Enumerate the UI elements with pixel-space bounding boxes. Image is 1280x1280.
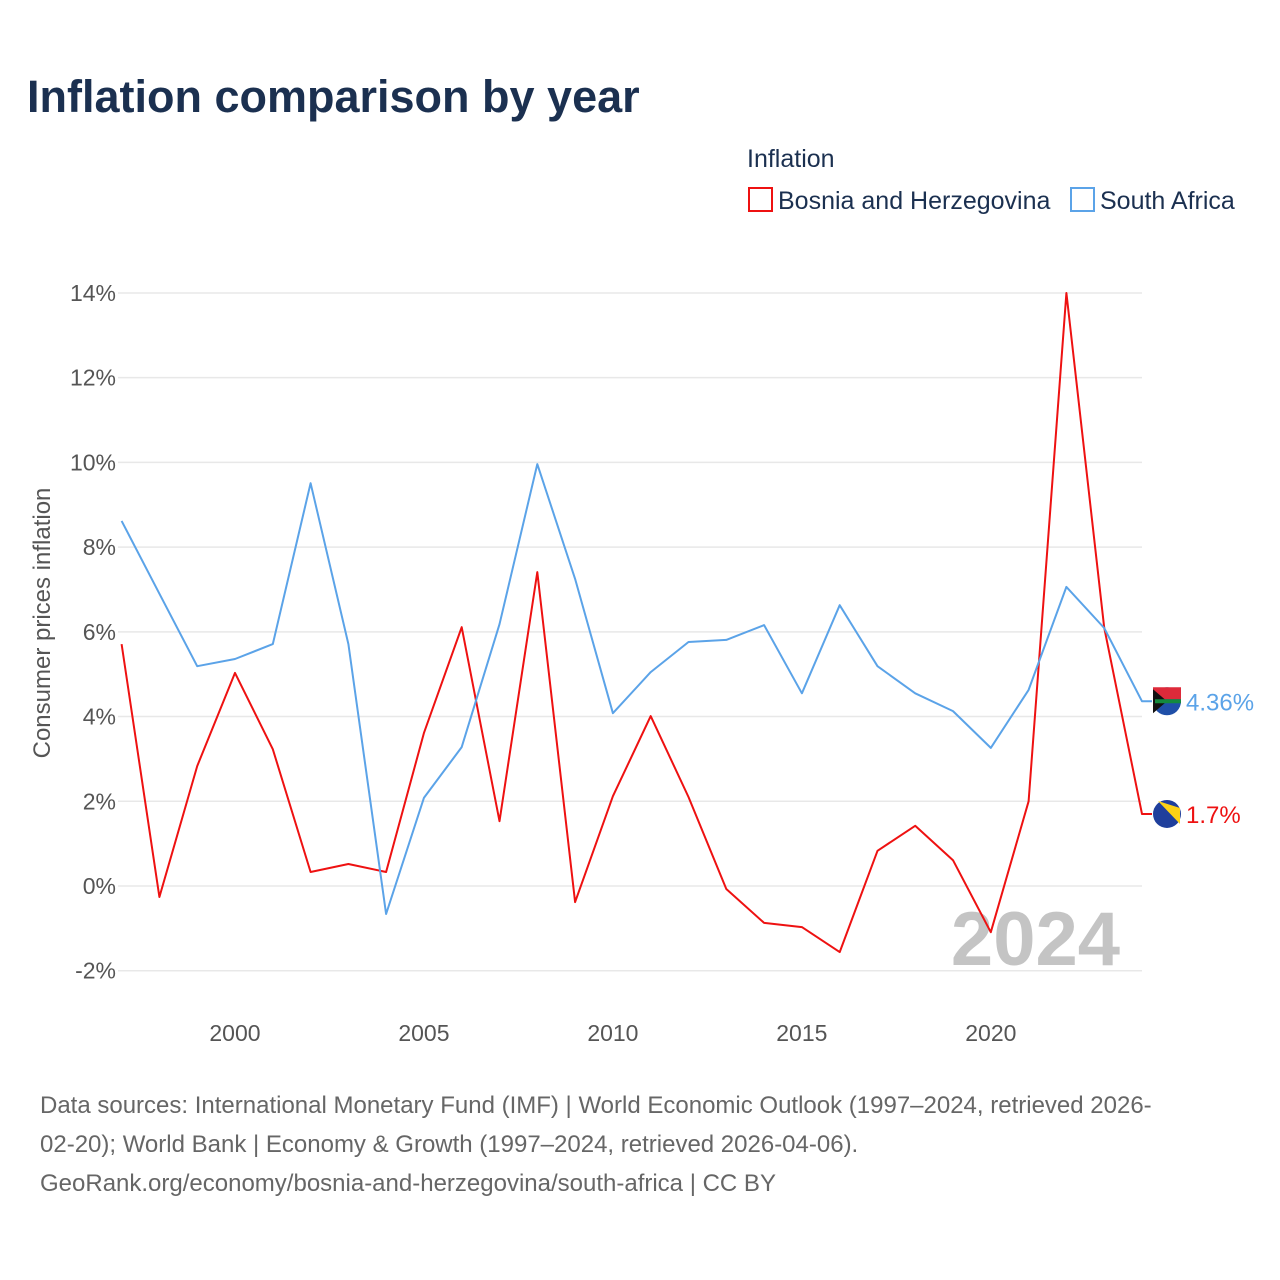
legend-label-bosnia: Bosnia and Herzegovina (778, 187, 1050, 215)
legend-item-bosnia[interactable]: Bosnia and Herzegovina (748, 187, 1050, 215)
end-label-south-africa: 4.36% (1186, 689, 1254, 716)
y-tick-label: 2% (83, 788, 116, 814)
legend-swatch-south-africa (1070, 187, 1095, 212)
y-axis-label: Consumer prices inflation (29, 488, 56, 759)
legend-label-south-africa: South Africa (1100, 187, 1235, 215)
y-ticks: -2% 0% 2% 4% 6% 8% 10% 12% 14% (70, 280, 116, 984)
y-tick-label: -2% (75, 958, 116, 984)
y-tick-label: 8% (83, 534, 116, 560)
legend-item-south-africa[interactable]: South Africa (1070, 187, 1235, 215)
y-tick-label: 0% (83, 873, 116, 899)
chart-title: Inflation comparison by year (27, 71, 640, 122)
footer-line-2: 02-20); World Bank | Economy & Growth (1… (40, 1131, 858, 1158)
legend-swatch-bosnia (748, 187, 773, 212)
y-tick-label: 4% (83, 704, 116, 730)
x-tick-label: 2005 (398, 1020, 449, 1046)
year-watermark: 2024 (951, 897, 1120, 982)
x-tick-label: 2015 (776, 1020, 827, 1046)
footer-line-3[interactable]: GeoRank.org/economy/bosnia-and-herzegovi… (40, 1170, 776, 1197)
x-ticks: 2000 2005 2010 2015 2020 (209, 1020, 1016, 1046)
y-tick-label: 12% (70, 365, 116, 391)
series-line-south-africa[interactable] (120, 463, 1152, 915)
end-label-bosnia: 1.7% (1186, 802, 1241, 829)
x-tick-label: 2000 (209, 1020, 260, 1046)
end-labels: 1.7% 4.36% (1153, 687, 1254, 829)
y-tick-label: 14% (70, 280, 116, 306)
x-tick-label: 2010 (587, 1020, 638, 1046)
y-tick-label: 10% (70, 449, 116, 475)
y-tick-label: 6% (83, 619, 116, 645)
x-tick-label: 2020 (965, 1020, 1016, 1046)
gridlines (118, 292, 1142, 972)
series-line-bosnia[interactable] (120, 292, 1152, 954)
series-lines (120, 292, 1152, 954)
legend-title: Inflation (747, 145, 835, 173)
footer-line-1: Data sources: International Monetary Fun… (40, 1092, 1152, 1119)
